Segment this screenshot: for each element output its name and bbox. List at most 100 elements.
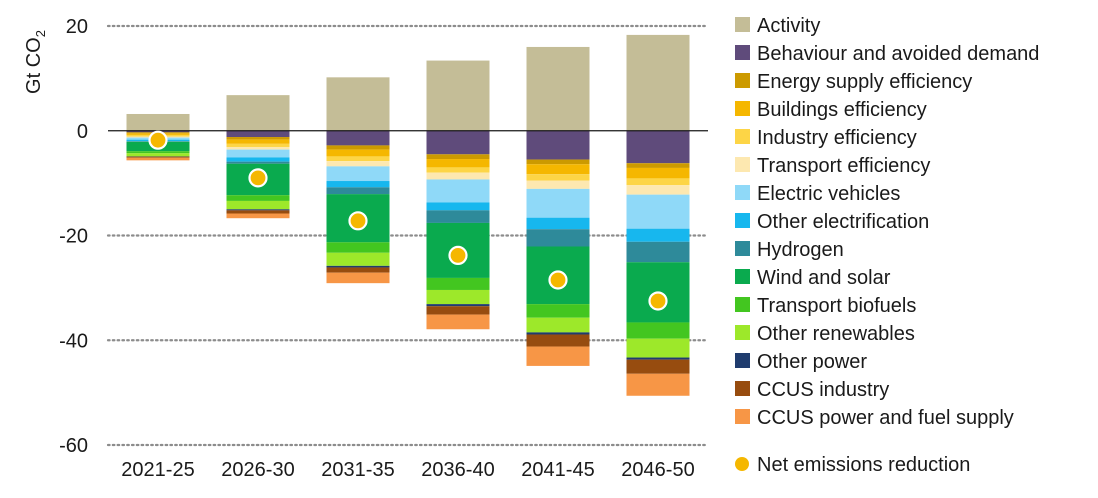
- legend-swatch: [735, 101, 750, 116]
- bar-segment-transport-biofuels: [426, 277, 490, 290]
- legend-label: Wind and solar: [757, 267, 891, 289]
- bar-segment-ccus-power-and-fuel-supply: [326, 272, 390, 284]
- bar-segment-buildings-efficiency: [226, 139, 290, 144]
- legend-swatch: [735, 73, 750, 88]
- bar-segment-other-power: [126, 156, 190, 157]
- bar-segment-behaviour-and-avoided-demand: [326, 130, 390, 146]
- legend-swatch: [735, 297, 750, 312]
- y-tick-label: 0: [77, 121, 88, 143]
- bar-segment-electric-vehicles: [526, 188, 590, 218]
- legend-swatch: [735, 185, 750, 200]
- bar-segment-ccus-power-and-fuel-supply: [226, 213, 290, 219]
- bar-segment-other-renewables: [326, 252, 390, 266]
- bar-segment-other-renewables: [526, 317, 590, 333]
- legend-label: Buildings efficiency: [757, 99, 927, 121]
- bar-segment-other-electrification: [526, 217, 590, 230]
- bar-segment-ccus-industry: [326, 267, 390, 273]
- bar-segment-hydrogen: [626, 241, 690, 263]
- legend-swatch: [735, 129, 750, 144]
- legend-swatch: [735, 213, 750, 228]
- bar-segment-energy-supply-efficiency: [526, 159, 590, 165]
- bar-segment-activity: [326, 77, 390, 131]
- bar-segment-ccus-power-and-fuel-supply: [626, 373, 690, 396]
- bar-segment-transport-biofuels: [126, 151, 190, 154]
- legend-label: Electric vehicles: [757, 183, 900, 205]
- net-emissions-point: [348, 211, 368, 231]
- bar-segment-other-electrification: [626, 228, 690, 242]
- bar-segment-hydrogen: [226, 161, 290, 164]
- legend-label: Hydrogen: [757, 239, 844, 261]
- legend-swatch: [735, 353, 750, 368]
- bar-segment-other-renewables: [626, 338, 690, 358]
- legend-label: CCUS power and fuel supply: [757, 407, 1014, 429]
- bar-segment-transport-efficiency: [326, 161, 390, 167]
- x-tick-label: 2031-35: [321, 459, 394, 481]
- legend-item-activity: Activity: [735, 15, 820, 37]
- legend-label: Activity: [757, 15, 820, 37]
- legend-swatch: [735, 409, 750, 424]
- net-emissions-point: [648, 291, 668, 311]
- bar-segment-other-power: [226, 209, 290, 211]
- bar-segment-industry-efficiency: [526, 174, 590, 181]
- bar-segment-other-renewables: [126, 153, 190, 157]
- bar-segment-buildings-efficiency: [326, 149, 390, 157]
- bar-segment-ccus-industry: [526, 334, 590, 347]
- legend-item-hydrogen: Hydrogen: [735, 239, 844, 261]
- bar-segment-activity: [426, 60, 490, 131]
- bar-segment-electric-vehicles: [626, 194, 690, 229]
- bar-segment-hydrogen: [426, 210, 490, 223]
- y-axis: 20 0 -20 -40 -60: [59, 16, 88, 457]
- bar-segment-hydrogen: [326, 187, 390, 195]
- bar-segment-hydrogen: [526, 229, 590, 247]
- bar-segment-transport-biofuels: [626, 322, 690, 339]
- x-tick-label: 2041-45: [521, 459, 594, 481]
- legend-item-net-emissions-reduction: Net emissions reduction: [735, 454, 970, 476]
- net-emissions-point: [548, 270, 568, 290]
- bar-segment-energy-supply-efficiency: [226, 137, 290, 140]
- bar-segment-energy-supply-efficiency: [426, 154, 490, 160]
- bar-segment-ccus-industry: [426, 306, 490, 315]
- legend-label: Net emissions reduction: [757, 454, 970, 476]
- x-tick-label: 2036-40: [421, 459, 494, 481]
- bar-segment-transport-efficiency: [626, 185, 690, 195]
- bar-segment-behaviour-and-avoided-demand: [226, 130, 290, 138]
- legend-swatch: [735, 381, 750, 396]
- bar-segment-activity: [526, 46, 590, 131]
- x-tick-label: 2021-25: [121, 459, 194, 481]
- legend-item-other-power: Other power: [735, 351, 867, 373]
- net-emissions-point: [148, 130, 168, 150]
- bar-segment-activity: [626, 34, 690, 131]
- legend-swatch: [735, 325, 750, 340]
- bar-segment-other-power: [426, 304, 490, 307]
- legend-label: Energy supply efficiency: [757, 71, 972, 93]
- x-tick-label: 2026-30: [221, 459, 294, 481]
- bar-segment-behaviour-and-avoided-demand: [426, 130, 490, 155]
- bar-segment-electric-vehicles: [426, 179, 490, 203]
- y-tick-label: -20: [59, 226, 88, 248]
- bar-segment-ccus-industry: [226, 210, 290, 214]
- legend-swatch: [735, 17, 750, 32]
- bar-segment-industry-efficiency: [426, 167, 490, 173]
- bar-segment-ccus-industry: [626, 359, 690, 374]
- legend-label: Other renewables: [757, 323, 915, 345]
- bar-segment-energy-supply-efficiency: [326, 145, 390, 150]
- legend-item-transport-efficiency: Transport efficiency: [735, 155, 930, 177]
- y-tick-label: -40: [59, 330, 88, 352]
- legend-label: Transport efficiency: [757, 155, 930, 177]
- legend-item-energy-supply-efficiency: Energy supply efficiency: [735, 71, 972, 93]
- bar-segment-buildings-efficiency: [526, 164, 590, 175]
- y-tick-label: 20: [66, 16, 88, 38]
- bar-segment-behaviour-and-avoided-demand: [526, 130, 590, 160]
- legend-swatch: [735, 45, 750, 60]
- bar-segment-buildings-efficiency: [626, 167, 690, 179]
- bar-segment-activity: [126, 113, 190, 131]
- legend-item-buildings-efficiency: Buildings efficiency: [735, 99, 927, 121]
- bars: [126, 34, 690, 396]
- bar-segment-ccus-power-and-fuel-supply: [526, 346, 590, 366]
- bar-segment-transport-efficiency: [226, 146, 290, 150]
- bar-segment-activity: [226, 95, 290, 131]
- y-axis-label-text: Gt CO: [23, 37, 45, 94]
- legend-item-ccus-power-and-fuel-supply: CCUS power and fuel supply: [735, 407, 1014, 429]
- bar-segment-industry-efficiency: [326, 156, 390, 162]
